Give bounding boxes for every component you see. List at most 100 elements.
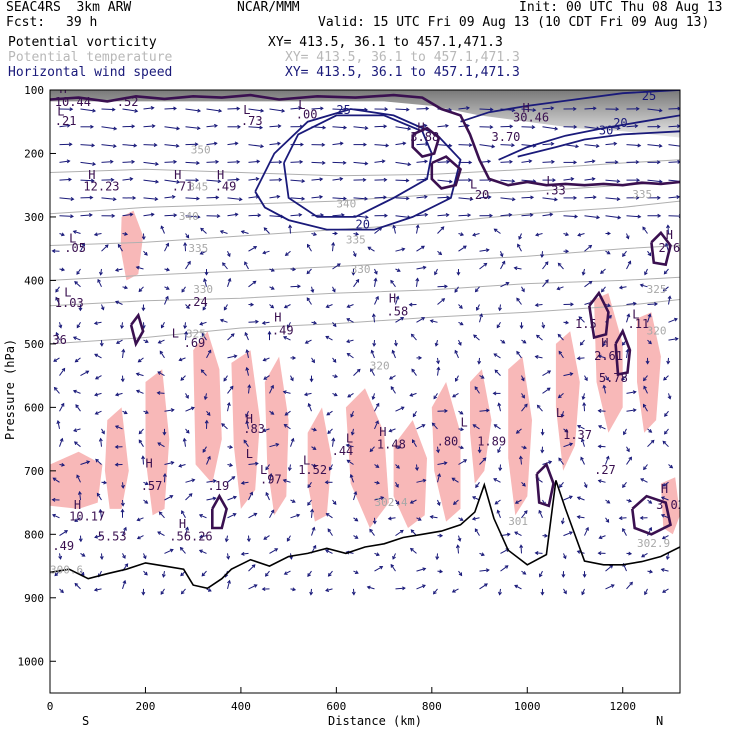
wind-arrowhead-107	[120, 508, 125, 513]
wind-vector-779	[619, 517, 627, 519]
wind-vector-748	[605, 456, 609, 465]
wind-arrowhead-133	[144, 481, 149, 486]
wind-arrowhead-380	[333, 392, 338, 397]
wind-arrowhead-284	[278, 177, 283, 182]
wind-vector-331	[290, 514, 300, 519]
wind-vector-562	[479, 144, 495, 148]
wind-arrowhead-376	[332, 323, 337, 328]
pv-extremum-label-31: H	[389, 292, 396, 306]
wind-arrowhead-213	[206, 412, 211, 416]
wind-arrowhead-225	[237, 124, 241, 129]
wind-vector-96	[121, 322, 123, 329]
shaded-region-14	[594, 293, 623, 433]
wind-arrowhead-365	[343, 125, 348, 130]
wind-vector-766	[619, 286, 627, 289]
wind-vector-24	[59, 530, 68, 537]
wind-arrowhead-35	[72, 230, 77, 234]
wind-vector-497	[416, 479, 426, 483]
wind-vector-51	[74, 517, 81, 522]
wind-arrowhead-538	[467, 213, 472, 218]
wind-vector-85	[122, 125, 135, 128]
wind-arrowhead-777	[622, 484, 626, 488]
wind-vector-70	[94, 353, 102, 359]
wind-vector-462	[392, 350, 396, 359]
wind-vector-714	[577, 357, 585, 359]
wind-vector-411	[346, 444, 354, 448]
wind-arrowhead-341	[319, 195, 324, 199]
wind-arrowhead-798	[645, 360, 650, 365]
wind-arrowhead-5	[70, 196, 75, 201]
theta-label-12: 335	[632, 188, 652, 201]
wind-vector-611	[497, 510, 501, 518]
wind-vector-185	[185, 407, 195, 412]
wind-arrowhead-395	[364, 161, 369, 166]
wind-arrowhead-706	[596, 215, 601, 220]
wind-vector-388	[327, 528, 333, 536]
wind-arrowhead-557	[455, 544, 460, 549]
wind-vector-391	[325, 588, 333, 592]
wind-vector-252	[248, 108, 264, 112]
wind-vector-427	[374, 227, 382, 234]
wind-vector-32	[80, 179, 94, 182]
wind-arrowhead-487	[408, 302, 413, 307]
wind-vector-624	[517, 244, 522, 252]
wind-vector-206	[203, 278, 207, 287]
wind-vector-390	[328, 570, 333, 577]
wind-arrowhead-45	[75, 404, 79, 408]
wind-arrowhead-83	[93, 587, 98, 592]
wind-arrowhead-580	[482, 457, 487, 462]
wind-vector-167	[160, 588, 165, 595]
wind-arrowhead-62	[111, 213, 116, 218]
wind-vector-341	[311, 196, 323, 199]
wind-vector-216	[206, 456, 211, 465]
y-tick-label-800: 800	[24, 528, 44, 541]
wind-arrowhead-385	[324, 480, 329, 485]
wind-arrowhead-282	[277, 141, 281, 146]
pv-extremum-label-53: 1.37	[563, 428, 592, 442]
wind-arrowhead-295	[263, 376, 268, 380]
wind-vector-144	[164, 179, 180, 183]
pv-extremum-label-24: L	[69, 231, 76, 245]
wind-arrowhead-79	[98, 508, 103, 513]
wind-vector-199	[206, 161, 219, 163]
wind-vector-565	[479, 196, 491, 199]
wind-arrowhead-108	[123, 526, 127, 531]
wind-arrowhead-292	[261, 321, 266, 325]
wind-arrowhead-339	[321, 160, 326, 165]
shaded-region-2	[104, 407, 129, 509]
wind-vector-48	[80, 461, 90, 465]
wind-vector-752	[599, 535, 606, 539]
wind-arrowhead-450	[402, 141, 407, 146]
wind-vector-767	[626, 302, 636, 305]
wind-arrowhead-741	[602, 342, 607, 347]
wind-vector-295	[263, 375, 270, 380]
theta-label-10: 325	[647, 283, 667, 296]
wind-arrowhead-581	[475, 484, 479, 489]
wind-arrowhead-135	[136, 517, 141, 522]
wind-vector-397	[353, 197, 368, 200]
wind-arrowhead-4	[68, 177, 72, 182]
wind-arrowhead-771	[621, 376, 625, 381]
wind-arrowhead-832	[669, 464, 674, 469]
wind-arrowhead-414	[353, 490, 358, 495]
wind-arrowhead-326	[283, 424, 288, 428]
wind-vector-235	[223, 304, 228, 311]
wind-arrowhead-422	[385, 143, 390, 148]
wind-vector-657	[536, 334, 543, 341]
wind-vector-220	[199, 535, 207, 538]
wind-arrowhead-515	[441, 298, 446, 302]
wind-vector-619	[521, 160, 532, 163]
wind-arrowhead-76	[95, 458, 99, 463]
wind-arrowhead-401	[351, 271, 356, 276]
pv-extremum-label-28: L	[64, 285, 71, 299]
wind-arrowhead-170	[194, 142, 199, 147]
wind-arrowhead-165	[169, 548, 174, 553]
wind-arrowhead-684	[565, 320, 570, 325]
wind-vector-326	[284, 424, 291, 430]
wind-arrowhead-322	[292, 355, 297, 360]
wind-arrowhead-387	[325, 513, 330, 517]
wind-vector-55	[74, 583, 81, 590]
wind-arrowhead-488	[421, 317, 426, 321]
wind-arrowhead-334	[283, 571, 288, 575]
wind-arrowhead-102	[114, 425, 119, 429]
